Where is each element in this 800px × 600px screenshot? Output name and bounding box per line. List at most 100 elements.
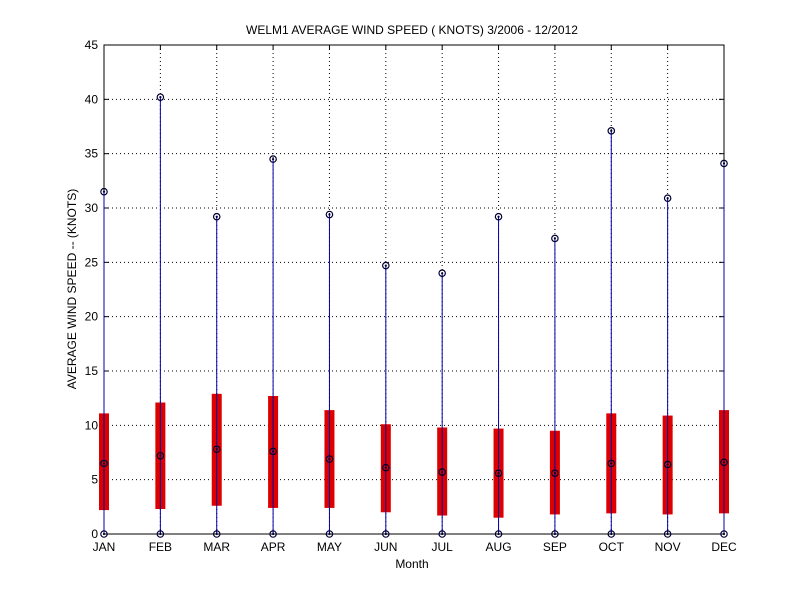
max-marker-dot [553,237,557,240]
max-marker-dot [328,213,331,216]
median-marker-dot [102,462,106,465]
median-marker [607,459,616,468]
median-marker-dot [722,461,726,464]
min-marker-dot [497,532,500,536]
max-marker [438,269,446,278]
median-marker [269,447,277,456]
x-tick-label: MAY [317,540,342,554]
min-marker [438,530,446,538]
min-marker-dot [328,532,331,536]
median-marker [551,469,559,477]
x-tick-label: JAN [93,540,116,554]
max-marker [607,127,616,135]
max-marker [269,155,277,163]
min-marker-dot [553,532,557,536]
median-marker [720,458,728,467]
y-axis-label: AVERAGE WIND SPEED -- (KNOTS) [65,189,79,389]
median-marker [100,459,108,468]
median-marker [325,455,334,463]
min-marker [269,530,277,538]
max-marker-dot [666,197,669,200]
y-tick-label: 35 [85,147,99,161]
median-marker [156,451,165,460]
median-marker [212,445,221,454]
min-marker [156,530,165,538]
max-marker [212,212,221,221]
median-marker [663,460,672,469]
x-tick-label: DEC [711,540,737,554]
y-tick-label: 20 [85,310,99,324]
min-marker-dot [441,532,444,536]
max-marker [382,261,390,270]
median-marker-dot [553,472,557,475]
median-marker-dot [328,457,331,461]
max-marker-dot [722,162,726,165]
median-marker-dot [271,450,275,453]
max-marker-dot [441,272,444,275]
y-tick-label: 25 [85,255,99,269]
y-tick-label: 45 [85,38,99,52]
max-marker [156,93,165,101]
max-marker-dot [102,190,106,193]
median-marker-dot [384,466,387,469]
min-marker [720,530,728,538]
max-marker [551,234,559,243]
x-tick-label: JUL [432,540,454,554]
plot-frame [103,44,725,535]
max-marker [663,194,672,203]
chart-title: WELM1 AVERAGE WIND SPEED ( KNOTS) 3/2006… [246,23,578,37]
max-marker-dot [610,129,613,132]
max-marker [494,212,503,221]
median-marker-dot [497,472,500,475]
y-tick-label: 0 [91,527,98,541]
min-marker [607,530,616,538]
median-marker-dot [441,470,444,474]
median-marker-dot [666,463,669,466]
y-tick-label: 15 [85,364,99,378]
min-marker-dot [384,532,387,536]
median-marker [382,463,390,472]
min-marker-dot [102,532,106,536]
x-tick-label: MAR [203,540,230,554]
min-marker [551,530,559,538]
max-marker-dot [497,215,500,218]
median-marker-dot [610,462,613,465]
y-tick-label: 40 [85,92,99,106]
min-marker-dot [610,532,613,536]
max-marker-dot [271,158,275,161]
y-tick-label: 5 [91,473,98,487]
max-marker [100,187,108,196]
max-marker-dot [215,215,218,218]
min-marker [325,530,334,538]
max-marker-dot [159,96,162,99]
x-tick-label: APR [261,540,286,554]
min-marker [663,530,672,538]
min-marker-dot [271,532,275,536]
min-marker [100,530,108,538]
x-tick-label: NOV [655,540,681,554]
min-marker-dot [722,532,726,536]
x-tick-label: OCT [599,540,625,554]
x-axis-label: Month [395,557,428,571]
median-marker [438,468,446,476]
min-marker [382,530,390,538]
min-marker [494,530,503,538]
min-marker-dot [159,532,162,536]
min-marker [212,530,221,538]
x-tick-label: SEP [543,540,567,554]
max-marker [720,159,728,168]
plot-area: 0 5 10 15 20 25 30 35 40 45 JAN FEB MAR APR MAY JUN JUL A… [85,38,737,554]
y-tick-label: 10 [85,418,99,432]
median-marker-dot [215,448,218,451]
max-marker-dot [384,264,387,267]
max-marker [325,210,334,219]
x-tick-label: AUG [486,540,512,554]
x-tick-label: JUN [374,540,397,554]
min-marker-dot [666,532,669,536]
min-marker-dot [215,532,218,536]
median-marker-dot [159,454,162,457]
y-tick-label: 30 [85,201,99,215]
x-tick-label: FEB [149,540,172,554]
median-marker [494,469,503,477]
